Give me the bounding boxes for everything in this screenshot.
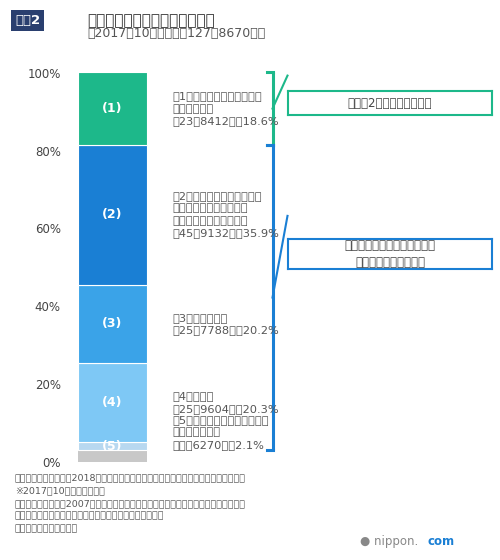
Bar: [78, 72, 146, 145]
Text: 日系人、技能実習生、留学生
などが大部分を占める: 日系人、技能実習生、留学生 などが大部分を占める: [344, 239, 436, 269]
Text: （4）留学生: （4）留学生: [172, 391, 214, 402]
Text: (5): (5): [102, 440, 123, 452]
Bar: [78, 284, 146, 363]
Text: 図表2: 図表2: [15, 14, 40, 27]
Text: 在留資格者（日系人や: 在留資格者（日系人や: [172, 203, 248, 213]
Text: com: com: [428, 535, 454, 548]
Bar: [78, 363, 146, 442]
Bar: [78, 145, 146, 284]
Text: 25万9604人、20.3%: 25万9604人、20.3%: [172, 404, 279, 414]
Text: (1): (1): [102, 102, 123, 115]
Bar: [78, 442, 146, 450]
Text: 25万7788人、20.2%: 25万7788人、20.2%: [172, 325, 279, 335]
Text: 45万9132人、35.9%: 45万9132人、35.9%: [172, 228, 280, 238]
Text: (2): (2): [102, 208, 123, 221]
Text: ● nippon.: ● nippon.: [360, 535, 418, 548]
Text: 23万8412人、18.6%: 23万8412人、18.6%: [172, 116, 279, 126]
Text: 日本人の配偶者など）: 日本人の配偶者など）: [172, 216, 248, 226]
Text: 就労を目的としていない
在留資格: 就労を目的としていない 在留資格: [349, 201, 431, 231]
Bar: [78, 450, 146, 462]
Text: （5）在留資格「特定活動」の: （5）在留資格「特定活動」の: [172, 415, 269, 425]
Text: (3): (3): [102, 318, 122, 330]
Text: 就労を目的とした在留資格: 就労を目的とした在留資格: [345, 68, 435, 82]
Text: 外国人労働者　在留資格別割合: 外国人労働者 在留資格別割合: [88, 13, 215, 29]
Text: （1）専門的・技術的分野の: （1）専門的・技術的分野の: [172, 91, 262, 101]
Text: （3）技能実習生: （3）技能実習生: [172, 312, 228, 323]
Text: 外国人労働者: 外国人労働者: [172, 427, 220, 437]
Text: （2017年10月末時点：127万8670人）: （2017年10月末時点：127万8670人）: [88, 27, 266, 40]
Text: ２万6270人、2.1%: ２万6270人、2.1%: [172, 440, 264, 450]
Text: (4): (4): [102, 396, 123, 409]
Text: 全体の2割以下にとどまる: 全体の2割以下にとどまる: [348, 96, 432, 110]
Text: （2）身分又は地位に基づく: （2）身分又は地位に基づく: [172, 191, 262, 201]
Text: （資料）厚生労働省（2018）「『外国人雇用状況』の届出状況」をもとに、筆者作成
※2017年10月末時点の数値
なお、当該届出は、2007年に届出が義務化され: （資料）厚生労働省（2018）「『外国人雇用状況』の届出状況」をもとに、筆者作成…: [15, 473, 246, 534]
Text: 在留資格者: 在留資格者: [172, 104, 214, 114]
